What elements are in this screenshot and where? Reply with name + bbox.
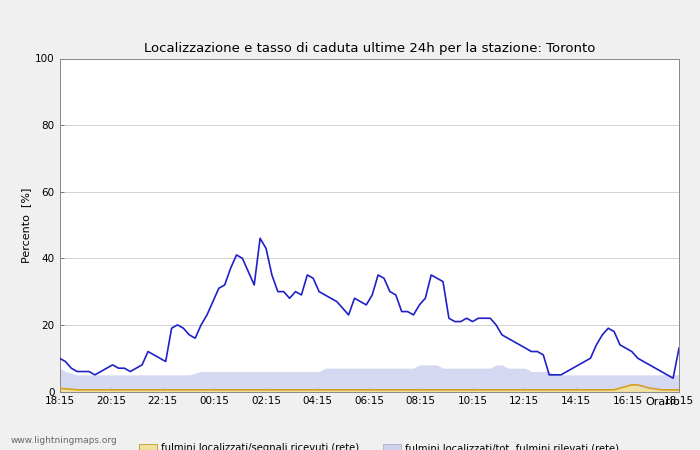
Text: www.lightningmaps.org: www.lightningmaps.org	[10, 436, 118, 445]
Title: Localizzazione e tasso di caduta ultime 24h per la stazione: Toronto: Localizzazione e tasso di caduta ultime …	[144, 41, 595, 54]
Legend: fulmini localizzati/segnali ricevuti (rete), fulmini localizzati/segnali ricevut: fulmini localizzati/segnali ricevuti (re…	[139, 443, 636, 450]
Y-axis label: Percento  [%]: Percento [%]	[21, 187, 31, 263]
Text: Orario: Orario	[645, 397, 680, 407]
